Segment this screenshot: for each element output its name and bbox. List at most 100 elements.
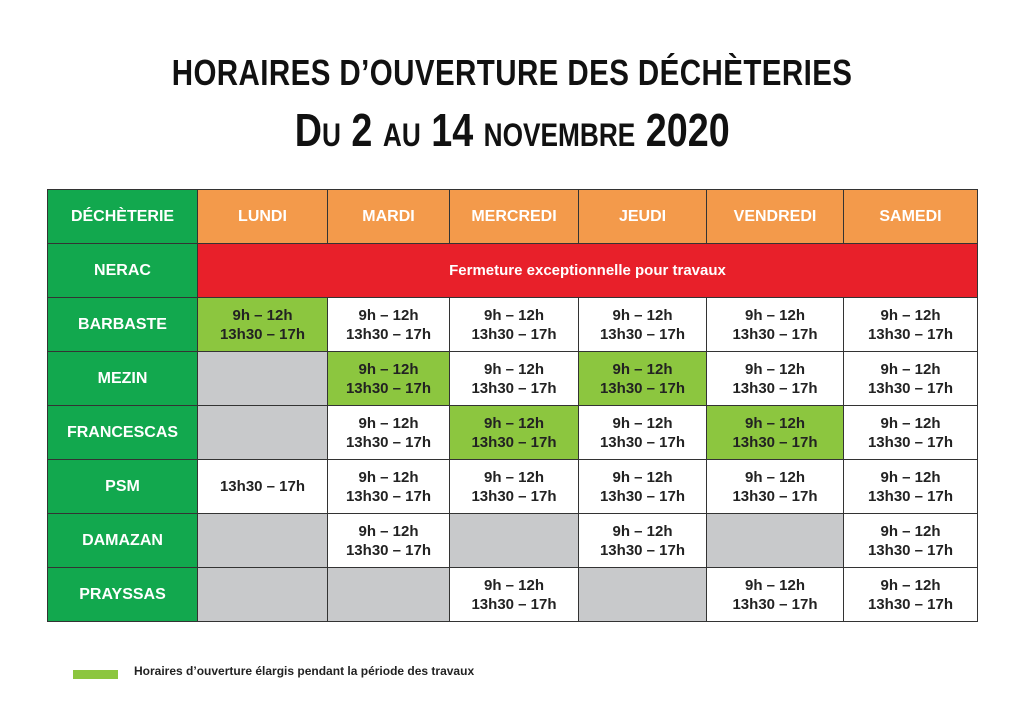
schedule-cell (706, 513, 844, 568)
hours-line-1: 9h – 12h (483, 414, 545, 432)
hours-line-1: 9h – 12h (880, 306, 941, 324)
hours-line-2: 13h30 – 17h (345, 541, 432, 559)
hours-line-2: 13h30 – 17h (345, 379, 432, 397)
hours-line-2: 13h30 – 17h (867, 487, 954, 505)
hours-line-1: 9h – 12h (483, 468, 545, 486)
hours-line-1: 9h – 12h (880, 576, 941, 594)
day-header: JEUDI (578, 189, 707, 244)
hours-line-2: 13h30 – 17h (345, 325, 432, 343)
hours-line-1: 9h – 12h (744, 414, 806, 432)
hours-line-1: 13h30 – 17h (219, 478, 306, 495)
schedule-cell: 9h – 12h 13h30 – 17h (327, 459, 450, 514)
site-name: NERAC (47, 243, 198, 298)
hours-line-1: 9h – 12h (483, 360, 545, 378)
table-row: FRANCESCAS 9h – 12h 13h30 – 17h 9h – 12h 13h… (47, 405, 978, 460)
header-corner: DÉCHÈTERIE (47, 189, 198, 244)
hours-line-2: 13h30 – 17h (599, 433, 686, 451)
table-row: DAMAZAN 9h – 12h 13h30 – 17h 9h – 12h 13h30 … (47, 513, 978, 568)
table-row: PRAYSSAS 9h – 12h 13h30 – 17h 9h – 12h 13h30… (47, 567, 978, 622)
schedule-cell (578, 567, 707, 622)
hours-line-2: 13h30 – 17h (219, 325, 306, 343)
schedule-cell: 9h – 12h 13h30 – 17h (449, 297, 579, 352)
schedule-cell: 9h – 12h 13h30 – 17h (578, 405, 707, 460)
day-header: LUNDI (197, 189, 328, 244)
hours-line-2: 13h30 – 17h (867, 595, 954, 613)
hours-line-2: 13h30 – 17h (732, 433, 818, 451)
schedule-cell: 9h – 12h 13h30 – 17h (449, 459, 579, 514)
hours-line-1: 9h – 12h (358, 468, 419, 486)
hours-line-1: 9h – 12h (744, 306, 806, 324)
table-row: PSM 13h30 – 17h 9h – 12h 13h30 – 17h 9h – 12… (47, 459, 978, 514)
hours-line-2: 13h30 – 17h (867, 325, 954, 343)
schedule-cell: 9h – 12h 13h30 – 17h (706, 351, 844, 406)
schedule-cell: 9h – 12h 13h30 – 17h (327, 405, 450, 460)
day-header: MERCREDI (449, 189, 579, 244)
legend-text: Horaires d’ouverture élargis pendant la … (134, 664, 475, 678)
schedule-cell (197, 567, 328, 622)
schedule-cell: 9h – 12h 13h30 – 17h (578, 513, 707, 568)
hours-line-2: 13h30 – 17h (471, 433, 557, 451)
site-name: MEZIN (47, 351, 198, 406)
schedule-cell: 13h30 – 17h (197, 459, 328, 514)
schedule-cell: 9h – 12h 13h30 – 17h (843, 459, 978, 514)
page-title: HORAIRES D’OUVERTURE DES DÉCHÈTERIES (171, 52, 853, 93)
hours-line-2: 13h30 – 17h (471, 325, 557, 343)
day-header: VENDREDI (706, 189, 844, 244)
hours-line-2: 13h30 – 17h (732, 325, 818, 343)
hours-line-1: 9h – 12h (880, 414, 941, 432)
hours-line-2: 13h30 – 17h (599, 487, 686, 505)
schedule-cell: 9h – 12h 13h30 – 17h (197, 297, 328, 352)
table-row-nerac: NERAC Fermeture exceptionnelle pour trav… (47, 243, 978, 298)
site-name: PRAYSSAS (47, 567, 198, 622)
site-name: BARBASTE (47, 297, 198, 352)
hours-line-1: 9h – 12h (358, 414, 419, 432)
schedule-cell: 9h – 12h 13h30 – 17h (706, 297, 844, 352)
schedule-cell (449, 513, 579, 568)
schedule-cell: 9h – 12h 13h30 – 17h (843, 513, 978, 568)
hours-line-1: 9h – 12h (880, 522, 941, 540)
hours-line-1: 9h – 12h (612, 360, 673, 378)
hours-line-1: 9h – 12h (612, 522, 673, 540)
schedule-cell: 9h – 12h 13h30 – 17h (578, 351, 707, 406)
hours-line-1: 9h – 12h (744, 360, 806, 378)
closure-notice: Fermeture exceptionnelle pour travaux (197, 243, 978, 298)
hours-line-2: 13h30 – 17h (471, 595, 557, 613)
schedule-cell: 9h – 12h 13h30 – 17h (578, 297, 707, 352)
hours-line-1: 9h – 12h (612, 306, 673, 324)
page-subtitle: Du 2 au 14 novembre 2020 (294, 104, 730, 156)
schedule-cell: 9h – 12h 13h30 – 17h (706, 405, 844, 460)
hours-line-1: 9h – 12h (880, 360, 941, 378)
schedule-cell: 9h – 12h 13h30 – 17h (578, 459, 707, 514)
schedule-cell: 9h – 12h 13h30 – 17h (327, 513, 450, 568)
hours-line-2: 13h30 – 17h (732, 595, 818, 613)
hours-line-2: 13h30 – 17h (599, 379, 686, 397)
schedule-cell (197, 513, 328, 568)
hours-line-1: 9h – 12h (744, 468, 806, 486)
hours-line-1: 9h – 12h (358, 360, 419, 378)
schedule-cell: 9h – 12h 13h30 – 17h (706, 459, 844, 514)
schedule-cell (327, 567, 450, 622)
schedule-cell: 9h – 12h 13h30 – 17h (843, 405, 978, 460)
hours-line-1: 9h – 12h (744, 576, 806, 594)
hours-line-2: 13h30 – 17h (471, 379, 557, 397)
hours-line-2: 13h30 – 17h (471, 487, 557, 505)
hours-line-1: 9h – 12h (358, 522, 419, 540)
schedule-table: DÉCHÈTERIE LUNDI MARDI MERCREDI JEUDI VE… (47, 189, 978, 622)
schedule-cell: 9h – 12h 13h30 – 17h (706, 567, 844, 622)
site-name: DAMAZAN (47, 513, 198, 568)
table-row: MEZIN 9h – 12h 13h30 – 17h 9h – 12h 13h30 – … (47, 351, 978, 406)
hours-line-2: 13h30 – 17h (599, 541, 686, 559)
hours-line-2: 13h30 – 17h (732, 487, 818, 505)
schedule-cell: 9h – 12h 13h30 – 17h (327, 351, 450, 406)
schedule-cell: 9h – 12h 13h30 – 17h (327, 297, 450, 352)
hours-line-1: 9h – 12h (483, 306, 545, 324)
hours-line-2: 13h30 – 17h (599, 325, 686, 343)
day-header: SAMEDI (843, 189, 978, 244)
schedule-cell: 9h – 12h 13h30 – 17h (449, 567, 579, 622)
schedule-cell (197, 405, 328, 460)
header-row: DÉCHÈTERIE LUNDI MARDI MERCREDI JEUDI VE… (47, 189, 978, 244)
hours-line-1: 9h – 12h (612, 468, 673, 486)
schedule-cell: 9h – 12h 13h30 – 17h (843, 567, 978, 622)
hours-line-2: 13h30 – 17h (867, 433, 954, 451)
schedule-cell (197, 351, 328, 406)
